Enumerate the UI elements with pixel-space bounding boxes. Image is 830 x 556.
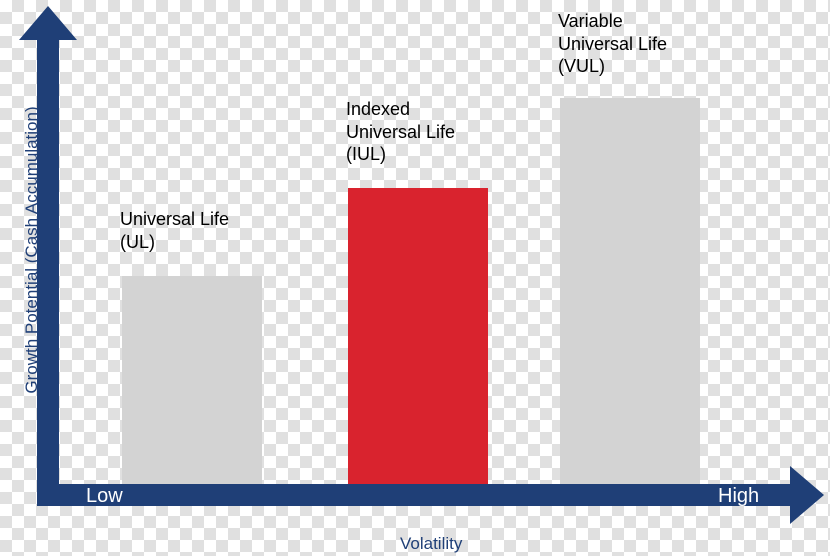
bar-vul	[560, 98, 700, 484]
chart-stage: Growth Potential (Cash Accumulation) Vol…	[0, 0, 830, 556]
x-axis-arrow	[38, 466, 824, 524]
x-axis-title: Volatility	[400, 534, 462, 554]
bar-label-ul: Universal Life (UL)	[120, 208, 229, 253]
bar-label-iul: Indexed Universal Life (IUL)	[346, 98, 455, 166]
x-axis-low-label: Low	[86, 485, 123, 508]
bar-label-vul: Variable Universal Life (VUL)	[558, 10, 667, 78]
bar-ul	[122, 276, 262, 484]
x-axis-high-label: High	[718, 485, 759, 508]
y-axis-title: Growth Potential (Cash Accumulation)	[22, 20, 42, 480]
bar-iul	[348, 188, 488, 484]
